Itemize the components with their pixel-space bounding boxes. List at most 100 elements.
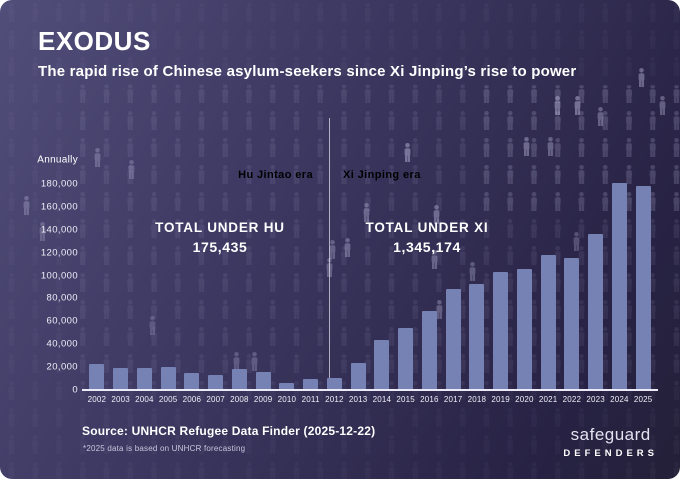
bar-2018: [469, 284, 485, 390]
y-tick-80,000: 80,000: [46, 292, 78, 304]
x-tick-2020: 2020: [515, 395, 534, 404]
bar-slot-2020: [513, 120, 537, 390]
y-tick-160,000: 160,000: [40, 201, 78, 213]
x-tick-2013: 2013: [348, 395, 368, 404]
bar-2008: [231, 369, 247, 390]
bar-slot-2022: [560, 120, 584, 390]
x-tick-2008: 2008: [230, 395, 249, 404]
x-tick-2014: 2014: [372, 395, 392, 404]
bar-slot-2018: [465, 120, 489, 390]
bar-2009: [255, 372, 271, 390]
bar-slot-2024: [608, 120, 632, 390]
bar-2003: [113, 368, 129, 390]
bar-slot-2023: [584, 120, 608, 390]
y-tick-100,000: 100,000: [40, 270, 78, 282]
bar-slot-2006: [180, 120, 204, 390]
bar-slot-2003: [109, 120, 133, 390]
x-axis-labels: 2002 2003 2004 2005 2006 2007 2008 2009 2010 2011…: [85, 395, 655, 404]
x-tick-2009: 2009: [253, 395, 273, 404]
x-tick-2022: 2022: [562, 395, 582, 404]
bar-slot-2011: [299, 120, 323, 390]
era-label-hu: Hu Jintao era: [238, 169, 313, 181]
total-under-xi: TOTAL UNDER XI 1,345,174: [307, 220, 547, 255]
x-tick-2025: 2025: [633, 395, 653, 404]
safeguard-defenders-logo: safeguard DEFENDERS: [563, 425, 658, 459]
bar-2004: [136, 368, 152, 390]
y-tick-120,000: 120,000: [40, 247, 78, 259]
page-subtitle: The rapid rise of Chinese asylum-seekers…: [38, 63, 577, 80]
bar-slot-2019: [489, 120, 513, 390]
logo-line-defenders: DEFENDERS: [563, 448, 658, 459]
source-text: Source: UNHCR Refugee Data Finder (2025-…: [82, 424, 376, 438]
x-tick-2003: 2003: [111, 395, 130, 404]
bar-slot-2013: [346, 120, 370, 390]
y-tick-20,000: 20,000: [46, 361, 78, 373]
bar-2023: [588, 234, 604, 390]
bar-2020: [516, 269, 532, 390]
x-tick-2011: 2011: [301, 395, 320, 404]
bar-slot-2005: [156, 120, 180, 390]
bar-2024: [611, 183, 627, 390]
x-tick-2006: 2006: [182, 395, 202, 404]
bar-2017: [445, 289, 461, 390]
bar-slot-2015: [394, 120, 418, 390]
total-hu-value: 175,435: [192, 239, 248, 255]
header: EXODUS The rapid rise of Chinese asylum-…: [38, 26, 576, 80]
bar-2006: [184, 373, 200, 390]
x-tick-2004: 2004: [135, 395, 154, 404]
x-tick-2019: 2019: [491, 395, 510, 404]
bar-slot-2008: [228, 120, 252, 390]
bar-chart-plot-area: [85, 120, 655, 390]
x-tick-2007: 2007: [206, 395, 225, 404]
bar-2005: [160, 367, 176, 390]
bar-2016: [421, 311, 437, 390]
bar-2014: [374, 340, 390, 390]
page-title: EXODUS: [38, 26, 151, 56]
bar-slot-2007: [204, 120, 228, 390]
bar-2022: [564, 258, 580, 390]
x-tick-2021: 2021: [538, 395, 558, 404]
x-tick-2023: 2023: [586, 395, 605, 404]
x-tick-2005: 2005: [158, 395, 178, 404]
bar-2013: [350, 363, 366, 390]
y-axis-title: Annually: [37, 154, 78, 166]
bar-slot-2002: [85, 120, 109, 390]
bar-2015: [398, 328, 414, 390]
y-tick-40,000: 40,000: [46, 338, 78, 350]
x-tick-2024: 2024: [610, 395, 629, 404]
x-tick-2010: 2010: [277, 395, 297, 404]
bar-2002: [89, 364, 105, 390]
bar-2019: [493, 272, 509, 390]
total-under-hu: TOTAL UNDER HU 175,435: [100, 220, 340, 255]
x-tick-2012: 2012: [325, 395, 344, 404]
x-tick-2015: 2015: [396, 395, 415, 404]
bar-slot-2025: [631, 120, 655, 390]
logo-line-safeguard: safeguard: [570, 425, 651, 444]
bar-slot-2010: [275, 120, 299, 390]
bar-slot-2004: [133, 120, 157, 390]
bar-slot-2016: [418, 120, 442, 390]
bar-slot-2014: [370, 120, 394, 390]
bar-2007: [208, 375, 224, 390]
total-hu-label: TOTAL UNDER HU: [155, 220, 285, 235]
era-label-xi: Xi Jinping era: [343, 169, 421, 181]
y-tick-60,000: 60,000: [46, 315, 78, 327]
x-tick-2017: 2017: [443, 395, 463, 404]
y-tick-140,000: 140,000: [40, 224, 78, 236]
total-xi-label: TOTAL UNDER XI: [365, 220, 489, 235]
bar-slot-2017: [441, 120, 465, 390]
bar-slot-2009: [251, 120, 275, 390]
footnote-text: *2025 data is based on UNHCR forecasting: [83, 444, 246, 453]
x-tick-2002: 2002: [87, 395, 107, 404]
bar-2021: [540, 255, 556, 390]
x-axis-line: [82, 389, 658, 391]
bar-2025: [635, 186, 651, 390]
y-tick-0: 0: [72, 384, 78, 396]
x-tick-2018: 2018: [467, 395, 487, 404]
y-tick-180,000: 180,000: [40, 178, 78, 190]
x-tick-2016: 2016: [420, 395, 439, 404]
total-xi-value: 1,345,174: [393, 239, 461, 255]
bar-slot-2012: [323, 120, 347, 390]
bar-slot-2021: [536, 120, 560, 390]
